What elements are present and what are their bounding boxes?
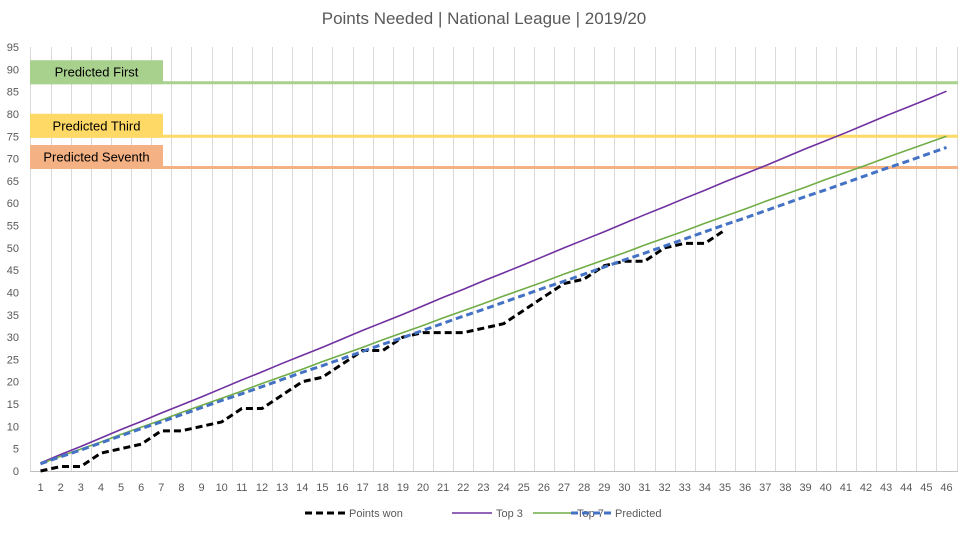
x-tick-label: 15 — [316, 482, 328, 494]
reference-label-box — [30, 145, 163, 170]
x-tick-label: 18 — [377, 482, 389, 494]
x-tick-label: 8 — [178, 482, 184, 494]
x-tick-label: 40 — [820, 482, 832, 494]
y-tick-label: 85 — [7, 87, 19, 99]
x-tick-label: 36 — [739, 482, 751, 494]
y-tick-label: 95 — [7, 42, 19, 54]
x-tick-label: 11 — [236, 482, 247, 494]
y-tick-label: 30 — [7, 332, 19, 344]
y-tick-label: 15 — [7, 399, 19, 411]
x-tick-label: 12 — [256, 482, 268, 494]
series-line — [40, 228, 726, 473]
reference-label: Predicted First — [55, 65, 139, 80]
x-tick-label: 24 — [497, 482, 509, 494]
x-tick-label: 9 — [199, 482, 205, 494]
x-tick-label: 22 — [457, 482, 469, 494]
legend-label: Top 7 — [577, 508, 604, 520]
y-tick-label: 65 — [7, 176, 19, 188]
y-tick-label: 35 — [7, 310, 19, 322]
y-tick-label: 0 — [13, 466, 19, 478]
x-tick-label: 5 — [118, 482, 124, 494]
reference-label-box — [30, 113, 163, 138]
reference-label-box — [30, 60, 163, 85]
x-tick-label: 17 — [357, 482, 369, 494]
x-tick-label: 23 — [477, 482, 489, 494]
y-tick-label: 45 — [7, 265, 19, 277]
x-tick-label: 41 — [840, 482, 852, 494]
x-tick-label: 44 — [900, 482, 912, 494]
series-line — [39, 146, 948, 466]
y-tick-label: 10 — [7, 421, 19, 433]
x-tick-label: 25 — [518, 482, 530, 494]
x-tick-label: 42 — [860, 482, 872, 494]
y-tick-label: 90 — [7, 64, 19, 76]
x-tick-label: 33 — [679, 482, 691, 494]
x-tick-label: 30 — [618, 482, 630, 494]
x-tick-label: 39 — [799, 482, 811, 494]
x-tick-label: 2 — [58, 482, 64, 494]
y-tick-label: 60 — [7, 198, 19, 210]
legend-label: Predicted — [615, 508, 661, 520]
x-tick-label: 21 — [437, 482, 449, 494]
series-line — [40, 90, 947, 464]
x-tick-label: 14 — [296, 482, 308, 494]
reference-label: Predicted Seventh — [43, 150, 149, 165]
x-tick-label: 6 — [138, 482, 144, 494]
x-tick-label: 32 — [659, 482, 671, 494]
x-tick-label: 27 — [558, 482, 570, 494]
x-tick-label: 10 — [216, 482, 228, 494]
x-tick-label: 13 — [276, 482, 288, 494]
y-tick-label: 80 — [7, 109, 19, 121]
y-tick-label: 75 — [7, 131, 19, 143]
y-tick-label: 55 — [7, 221, 19, 233]
x-tick-label: 20 — [417, 482, 429, 494]
x-tick-label: 29 — [598, 482, 610, 494]
legend-label: Points won — [349, 508, 403, 520]
y-tick-label: 25 — [7, 354, 19, 366]
x-tick-label: 34 — [699, 482, 711, 494]
x-tick-label: 16 — [336, 482, 348, 494]
y-tick-label: 5 — [13, 444, 19, 456]
y-tick-label: 20 — [7, 377, 19, 389]
chart-title: Points Needed | National League | 2019/2… — [321, 9, 647, 28]
y-tick-label: 40 — [7, 287, 19, 299]
y-tick-label: 50 — [7, 243, 19, 255]
x-tick-label: 3 — [78, 482, 84, 494]
x-tick-label: 7 — [158, 482, 164, 494]
x-tick-label: 38 — [779, 482, 791, 494]
x-tick-label: 4 — [98, 482, 104, 494]
legend-label: Top 3 — [496, 508, 523, 520]
reference-label: Predicted Third — [53, 118, 141, 133]
x-tick-label: 1 — [37, 482, 43, 494]
x-tick-label: 26 — [538, 482, 550, 494]
x-tick-label: 46 — [940, 482, 952, 494]
y-tick-label: 70 — [7, 154, 19, 166]
x-tick-label: 31 — [638, 482, 650, 494]
x-tick-label: 45 — [920, 482, 932, 494]
x-tick-label: 43 — [880, 482, 892, 494]
series-line — [40, 135, 947, 465]
x-tick-label: 19 — [397, 482, 409, 494]
x-tick-label: 28 — [578, 482, 590, 494]
x-tick-label: 37 — [759, 482, 771, 494]
x-tick-label: 35 — [719, 482, 731, 494]
